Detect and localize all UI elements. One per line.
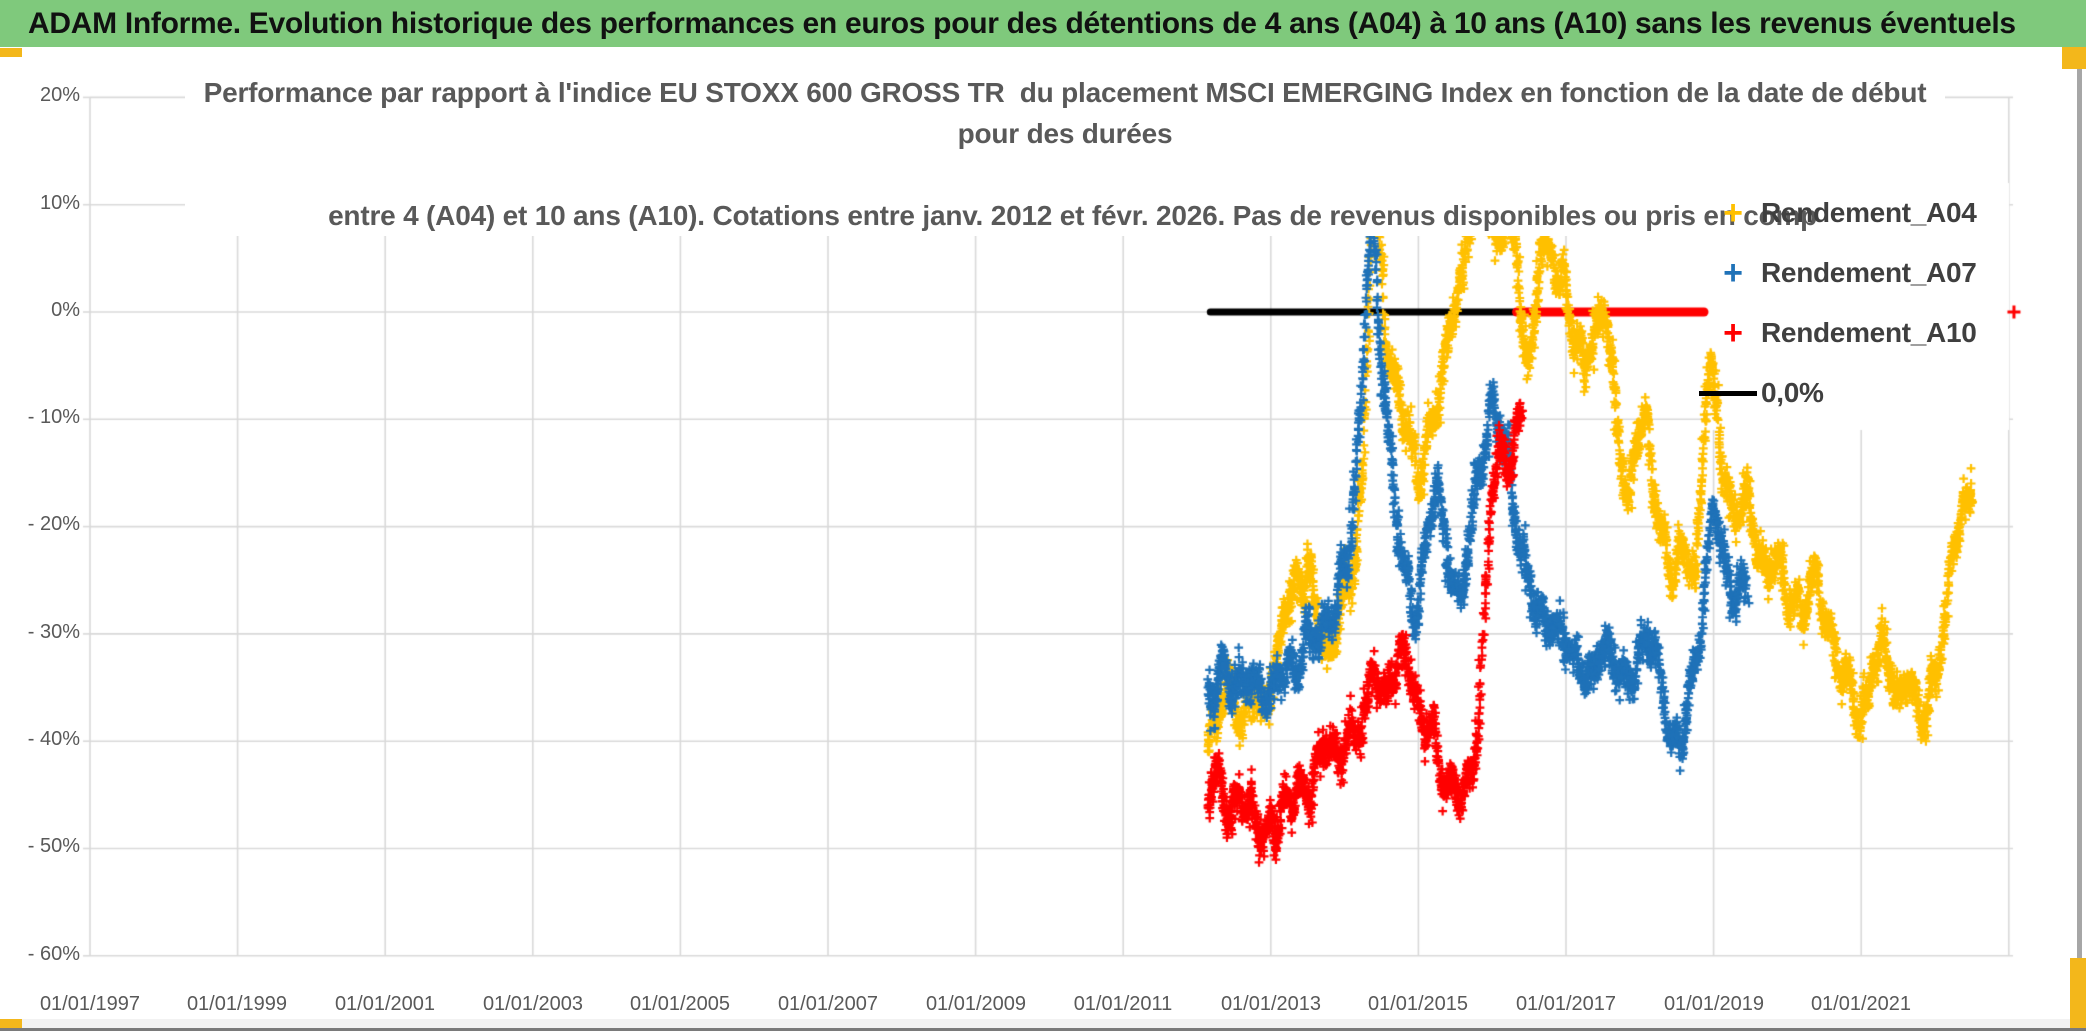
x-tick-2017: 01/01/2017: [1515, 993, 1617, 1015]
x-tick-2011: 01/01/2011: [1073, 993, 1173, 1015]
title-bar: ADAM Informe. Evolution historique des p…: [0, 0, 2086, 47]
x-tick-2015: 01/01/2015: [1367, 993, 1469, 1015]
y-tick-m30: - 30%: [27, 621, 80, 643]
bottom-strip: [0, 1019, 2086, 1028]
x-tick-2013: 01/01/2013: [1220, 993, 1322, 1015]
chart-title-line2: entre 4 (A04) et 10 ans (A10). Cotations…: [328, 200, 1818, 231]
y-tick-0: 0%: [51, 299, 80, 321]
bottom-edge-line: [0, 1028, 2086, 1031]
chart-title: Performance par rapport à l'indice EU ST…: [185, 72, 1945, 236]
gold-accent-top-right: [2062, 47, 2086, 69]
plus-marker-icon: +: [1723, 254, 1743, 292]
x-tick-2003: 01/01/2003: [482, 993, 584, 1015]
x-tick-2001: 01/01/2001: [334, 993, 436, 1015]
x-tick-1999: 01/01/1999: [186, 993, 288, 1015]
x-tick-1997: 01/01/1997: [39, 993, 141, 1015]
y-tick-10: 10%: [39, 192, 80, 214]
x-tick-2009: 01/01/2009: [925, 993, 1027, 1015]
legend-item-zero: 0,0%: [1699, 363, 2015, 423]
right-edge-strip: [2077, 60, 2082, 1020]
legend-item-a10: + Rendement_A10: [1705, 303, 2015, 363]
gold-accent-top-left: [0, 48, 22, 57]
y-tick-m40: - 40%: [27, 728, 80, 750]
gold-accent-bottom-left: [0, 1019, 22, 1028]
legend-label: Rendement_A04: [1761, 197, 1977, 228]
y-tick-m20: - 20%: [27, 513, 80, 535]
legend-label: Rendement_A07: [1761, 257, 1977, 288]
gold-accent-bottom-right: [2070, 958, 2086, 1028]
x-tick-2005: 01/01/2005: [629, 993, 731, 1015]
legend-label: Rendement_A10: [1761, 317, 1977, 348]
x-tick-2019: 01/01/2019: [1663, 993, 1765, 1015]
legend-label: 0,0%: [1761, 377, 1824, 408]
y-tick-m50: - 50%: [27, 835, 80, 857]
chart-title-line1: Performance par rapport à l'indice EU ST…: [203, 77, 1934, 149]
plus-marker-icon: +: [1723, 314, 1743, 352]
page-title: ADAM Informe. Evolution historique des p…: [28, 6, 2016, 40]
y-tick-20: 20%: [39, 84, 80, 106]
y-tick-m60: - 60%: [27, 943, 80, 965]
plus-marker-icon: +: [1723, 194, 1743, 232]
legend-item-a04: + Rendement_A04: [1705, 183, 2015, 243]
x-tick-2021: 01/01/2021: [1810, 993, 1912, 1015]
legend: + Rendement_A04 + Rendement_A07 + Rendem…: [1699, 183, 2015, 423]
x-tick-2007: 01/01/2007: [777, 993, 879, 1015]
zero-line-icon: [1699, 390, 1757, 396]
legend-item-a07: + Rendement_A07: [1705, 243, 2015, 303]
y-tick-m10: - 10%: [27, 406, 80, 428]
